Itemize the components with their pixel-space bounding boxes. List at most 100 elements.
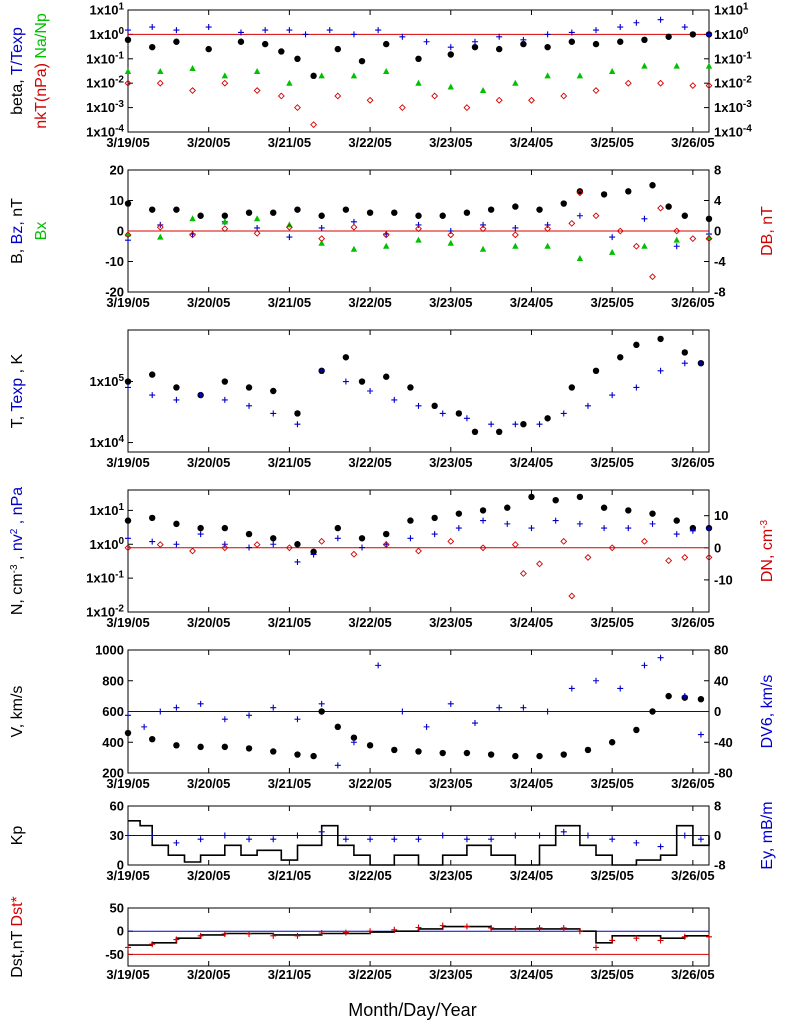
y-tick-label-left: 1x10-3 <box>86 99 124 116</box>
data-point <box>318 72 325 79</box>
data-point <box>125 712 131 719</box>
tick-exponent: -3 <box>743 99 752 110</box>
data-point <box>431 514 438 522</box>
data-point <box>407 535 414 542</box>
data-point <box>520 420 527 428</box>
data-point <box>125 384 131 391</box>
x-tick-label: 3/26/05 <box>671 868 714 883</box>
tick-text: 20 <box>110 163 124 178</box>
tick-mantissa: 1x10 <box>90 537 119 552</box>
data-point <box>125 27 131 34</box>
data-point <box>294 932 301 939</box>
x-tick-label: 3/19/05 <box>106 135 149 150</box>
data-point <box>649 182 656 189</box>
x-tick-label: 3/20/05 <box>187 135 230 150</box>
label-part: nv <box>9 534 26 551</box>
data-point <box>431 92 439 100</box>
data-point <box>576 928 583 935</box>
x-tick-label: 3/26/05 <box>671 455 714 470</box>
data-point <box>342 378 349 385</box>
y-tick-label-left: 50 <box>110 901 124 916</box>
data-point <box>706 525 712 532</box>
data-point <box>124 79 132 87</box>
data-point <box>504 520 511 527</box>
data-point <box>705 233 713 240</box>
data-point <box>568 592 576 600</box>
data-point <box>415 547 422 555</box>
data-point <box>125 944 131 951</box>
data-point <box>520 40 527 48</box>
data-point <box>221 218 229 225</box>
data-point <box>245 745 253 752</box>
data-point <box>310 752 317 760</box>
data-point <box>367 928 374 935</box>
label-part: , <box>9 551 26 560</box>
data-point <box>512 203 519 210</box>
tick-text: 0 <box>117 924 124 939</box>
data-point <box>617 24 624 31</box>
data-point <box>318 700 325 707</box>
x-tick-label: 3/24/05 <box>510 615 553 630</box>
x-tick-label: 3/21/05 <box>268 776 311 791</box>
data-point <box>246 712 253 719</box>
y-tick-label-right: 0 <box>714 540 721 555</box>
data-point <box>415 924 422 931</box>
data-point <box>681 24 688 31</box>
data-point <box>197 524 204 532</box>
data-point <box>253 541 261 549</box>
data-point <box>480 221 487 228</box>
tick-text: 40 <box>714 673 728 688</box>
data-point <box>310 121 318 129</box>
y-tick-label-left: -10 <box>105 254 124 269</box>
y-tick-label-right: 80 <box>714 643 728 658</box>
x-tick-label: 3/26/05 <box>671 967 714 982</box>
data-point <box>278 48 285 55</box>
data-point <box>221 212 229 219</box>
data-point <box>609 836 616 843</box>
data-point <box>568 384 576 391</box>
data-point <box>334 762 341 769</box>
data-point <box>334 524 342 532</box>
data-point <box>383 68 390 75</box>
x-tick-label: 3/24/05 <box>510 967 553 982</box>
data-point <box>447 228 454 234</box>
y-tick-label-right: -40 <box>714 735 733 750</box>
data-point <box>657 654 664 661</box>
data-point <box>415 79 422 86</box>
data-point <box>221 544 229 552</box>
y-axis-label-right: DB, nT <box>759 206 776 256</box>
data-point <box>488 421 495 428</box>
data-point <box>350 72 358 79</box>
data-point <box>576 520 583 527</box>
data-point <box>156 223 164 231</box>
label-part: V, km/s <box>9 686 26 738</box>
x-tick-label: 3/22/05 <box>348 776 391 791</box>
tick-text: 0 <box>117 858 124 873</box>
x-tick-label: 3/26/05 <box>671 295 714 310</box>
y-tick-label-right: 0 <box>714 224 721 239</box>
data-point <box>221 524 229 532</box>
y-tick-label-right: 8 <box>714 163 721 178</box>
data-point <box>568 685 575 692</box>
data-point <box>173 520 180 528</box>
label-part: Dst* <box>9 896 26 926</box>
data-point <box>673 517 680 524</box>
data-point <box>463 415 470 422</box>
data-point <box>253 229 261 237</box>
data-point <box>544 242 551 249</box>
data-point <box>480 517 487 524</box>
data-point <box>560 924 567 931</box>
data-point <box>342 354 350 361</box>
data-point <box>124 230 132 237</box>
data-point <box>286 79 293 86</box>
data-point <box>689 31 697 38</box>
data-point <box>294 832 301 839</box>
data-point <box>149 392 156 399</box>
label-part: , nPa <box>9 487 26 524</box>
data-point <box>221 225 229 233</box>
data-point <box>681 553 689 561</box>
y-tick-label-left: 1x104 <box>90 434 125 451</box>
data-point <box>294 206 301 213</box>
x-tick-label: 3/21/05 <box>268 615 311 630</box>
x-tick-label: 3/20/05 <box>187 868 230 883</box>
